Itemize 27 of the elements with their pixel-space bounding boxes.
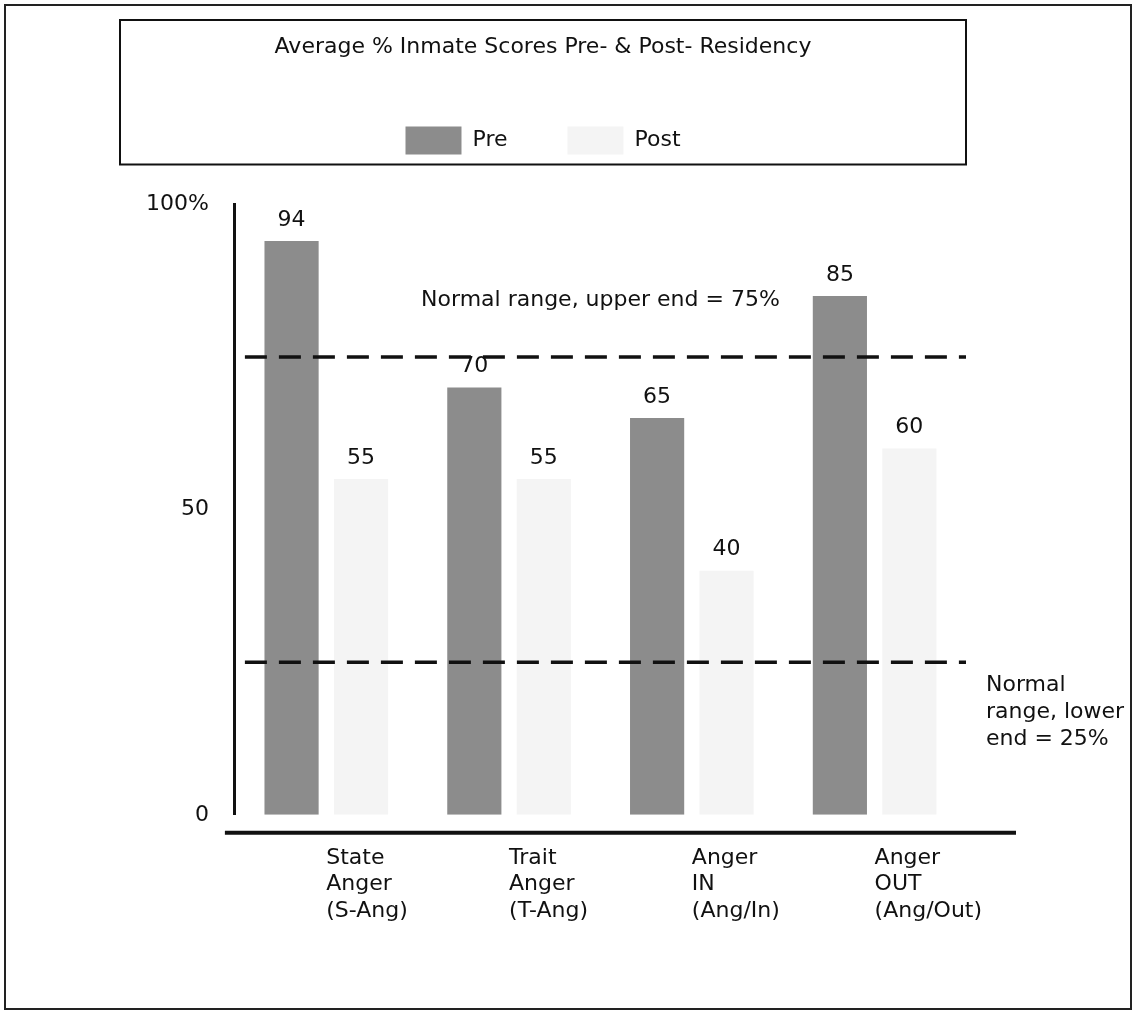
bar xyxy=(264,241,319,815)
bar xyxy=(882,448,937,815)
ref-line-label: Normal range, upper end = 75% xyxy=(421,285,780,311)
data-label: 94 xyxy=(277,205,306,231)
bar xyxy=(447,387,502,815)
data-label: 40 xyxy=(712,535,741,561)
y-tick-label: 100% xyxy=(145,190,209,216)
y-tick-label: 50 xyxy=(180,495,209,521)
bar xyxy=(516,479,571,815)
bar xyxy=(812,295,867,815)
x-tick-label: Anger IN (Ang/In) xyxy=(691,843,780,922)
ref-line-label: Normal range, lower end = 25% xyxy=(986,670,1126,750)
legend-label: Post xyxy=(634,126,681,152)
data-label: 65 xyxy=(643,382,672,408)
y-tick-label: 0 xyxy=(194,800,209,826)
legend-title: Average % Inmate Scores Pre- & Post- Residency xyxy=(274,32,812,58)
data-label: 85 xyxy=(825,260,854,286)
data-label: 60 xyxy=(895,413,924,439)
legend-label: Pre xyxy=(472,126,508,152)
data-label: 55 xyxy=(347,443,376,469)
bar xyxy=(699,570,754,815)
bar xyxy=(630,418,685,815)
x-tick-label: Anger OUT (Ang/Out) xyxy=(874,843,983,922)
x-tick-label: Trait Anger (T-Ang) xyxy=(508,843,589,922)
x-tick-label: State Anger (S-Ang) xyxy=(326,843,408,922)
bar xyxy=(333,479,389,815)
data-label: 55 xyxy=(529,443,558,469)
